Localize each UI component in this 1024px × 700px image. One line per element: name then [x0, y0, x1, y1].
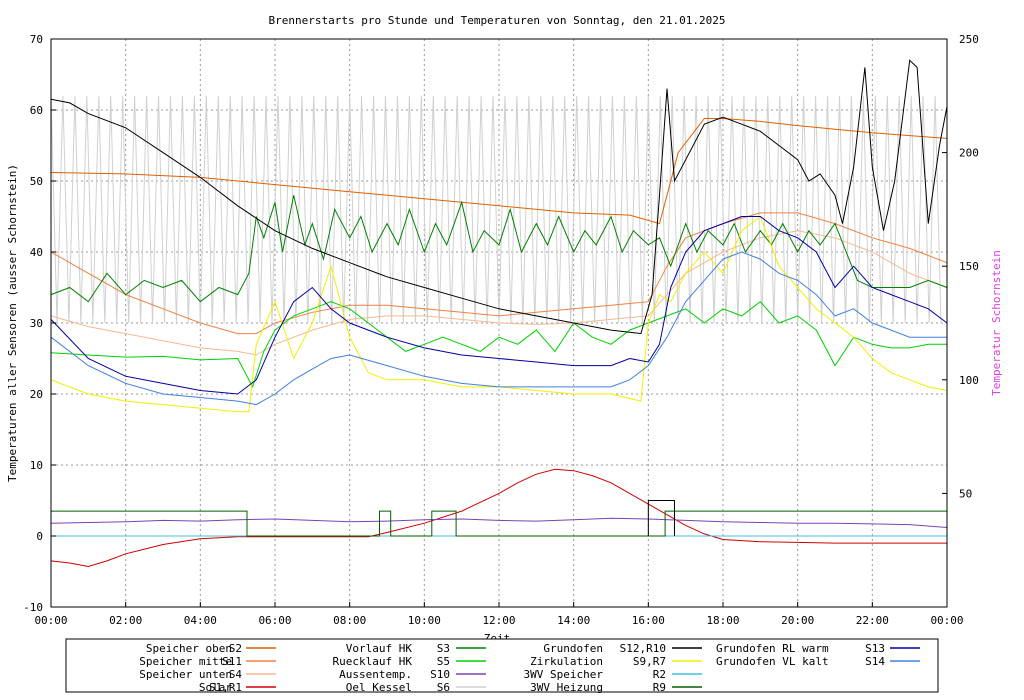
legend-label: Speicher oben [146, 642, 232, 655]
y-tick-label: -10 [23, 601, 43, 614]
y2-tick-label: 150 [959, 260, 979, 273]
legend-label: Speicher mitte [139, 655, 232, 668]
y2-tick-label: 250 [959, 33, 979, 46]
legend-item: Oel Kessel S6 [346, 681, 486, 694]
series-line-vorlauf-hk [50, 195, 948, 303]
burner-start-marker [647, 500, 675, 536]
y-tick-label: 0 [36, 530, 43, 543]
y-tick-label: 20 [30, 388, 43, 401]
x-tick-label: 12:00 [482, 614, 515, 627]
legend-label: Grundofen VL kalt [716, 655, 829, 668]
y-tick-label: 30 [30, 317, 43, 330]
legend-item: Grundofen S12,R10 [543, 642, 702, 655]
legend-box [65, 638, 939, 693]
legend-label: Speicher unten [139, 668, 232, 681]
legend-label: 3WV Speicher [524, 668, 604, 681]
x-tick-label: 00:00 [930, 614, 963, 627]
x-tick-label: 14:00 [557, 614, 590, 627]
legend-code: S11 [222, 655, 242, 668]
series-line-ruecklauf-hk [50, 301, 947, 389]
legend-label: Grundofen RL warm [716, 642, 829, 655]
legend-label: Oel Kessel [346, 681, 412, 694]
legend-item: Vorlauf HK S3 [346, 642, 486, 655]
y-tick-label: 60 [30, 104, 43, 117]
legend-item: 3WV Speicher R2 [524, 668, 702, 681]
legend-item: Aussentemp. S10 [339, 668, 486, 681]
series-line-solar [50, 468, 947, 568]
legend-code: S1,R1 [209, 681, 242, 694]
y-tick-label: 50 [30, 175, 43, 188]
series-line-grundofen [50, 59, 948, 335]
legend-label: Aussentemp. [339, 668, 412, 681]
series-line-3wv-heizung [51, 510, 947, 537]
legend-code: S9,R7 [633, 655, 666, 668]
legend-label: Ruecklauf HK [333, 655, 413, 668]
legend-code: S4 [229, 668, 243, 681]
x-tick-label: 04:00 [184, 614, 217, 627]
legend-item: Grundofen VL kalt S14 [716, 655, 920, 668]
x-tick-label: 02:00 [109, 614, 142, 627]
series-line-oel-kessel [50, 95, 942, 324]
legend-item: Ruecklauf HK S5 [333, 655, 486, 668]
series-lines [50, 59, 948, 568]
y-axis-label: Temperaturen aller Sensoren (ausser Scho… [6, 164, 19, 482]
x-tick-label: 00:00 [34, 614, 67, 627]
x-tick-label: 16:00 [632, 614, 665, 627]
x-tick-label: 06:00 [258, 614, 291, 627]
legend-label: Grundofen [543, 642, 603, 655]
series-line-speicher-oben [50, 118, 948, 225]
legend-code: S6 [437, 681, 450, 694]
legend-label: Zirkulation [530, 655, 603, 668]
legend-code: S13 [865, 642, 885, 655]
legend-code: S14 [865, 655, 885, 668]
chart-title: Brennerstarts pro Stunde und Temperature… [269, 14, 726, 27]
legend-label: Solar [199, 681, 232, 694]
x-tick-label: 18:00 [706, 614, 739, 627]
legend-item: Grundofen RL warm S13 [716, 642, 920, 655]
series-line-aussentemp [50, 517, 948, 528]
legend-code: S12,R10 [620, 642, 666, 655]
legend-code: S2 [229, 642, 242, 655]
series-line-speicher-mitte [50, 212, 948, 335]
x-tick-label: 10:00 [408, 614, 441, 627]
y2-tick-labels: 50 100 150 200 250 [942, 33, 979, 500]
legend-item: Zirkulation S9,R7 [530, 655, 702, 668]
legend-label: Vorlauf HK [346, 642, 413, 655]
y2-tick-label: 200 [959, 147, 979, 160]
x-tick-labels: 00:00 02:00 04:00 06:00 08:00 10:00 12:00 14:00… [34, 602, 964, 627]
legend-code: R2 [653, 668, 666, 681]
x-tick-label: 22:00 [856, 614, 889, 627]
y2-tick-label: 50 [959, 487, 972, 500]
legend-item: 3WV Heizung R9 [530, 681, 702, 694]
x-tick-label: 08:00 [333, 614, 366, 627]
legend-code: R9 [653, 681, 666, 694]
y2-tick-label: 100 [959, 374, 979, 387]
y-tick-label: 10 [30, 459, 43, 472]
y-tick-label: 40 [30, 246, 43, 259]
legend-code: S10 [430, 668, 450, 681]
series-line-grundofen-vl-kalt [50, 251, 947, 406]
y2-axis-label: Temperatur Schornstein [990, 250, 1003, 396]
legend-label: 3WV Heizung [530, 681, 603, 694]
legend-code: S3 [437, 642, 450, 655]
y-tick-label: 70 [30, 33, 43, 46]
x-tick-label: 20:00 [781, 614, 814, 627]
series-line-grundofen-rl-warm [50, 216, 948, 395]
series-line-zirkulation [50, 215, 948, 413]
legend-code: S5 [437, 655, 450, 668]
y-tick-labels: -10 0 10 20 30 40 50 60 70 [23, 33, 56, 614]
